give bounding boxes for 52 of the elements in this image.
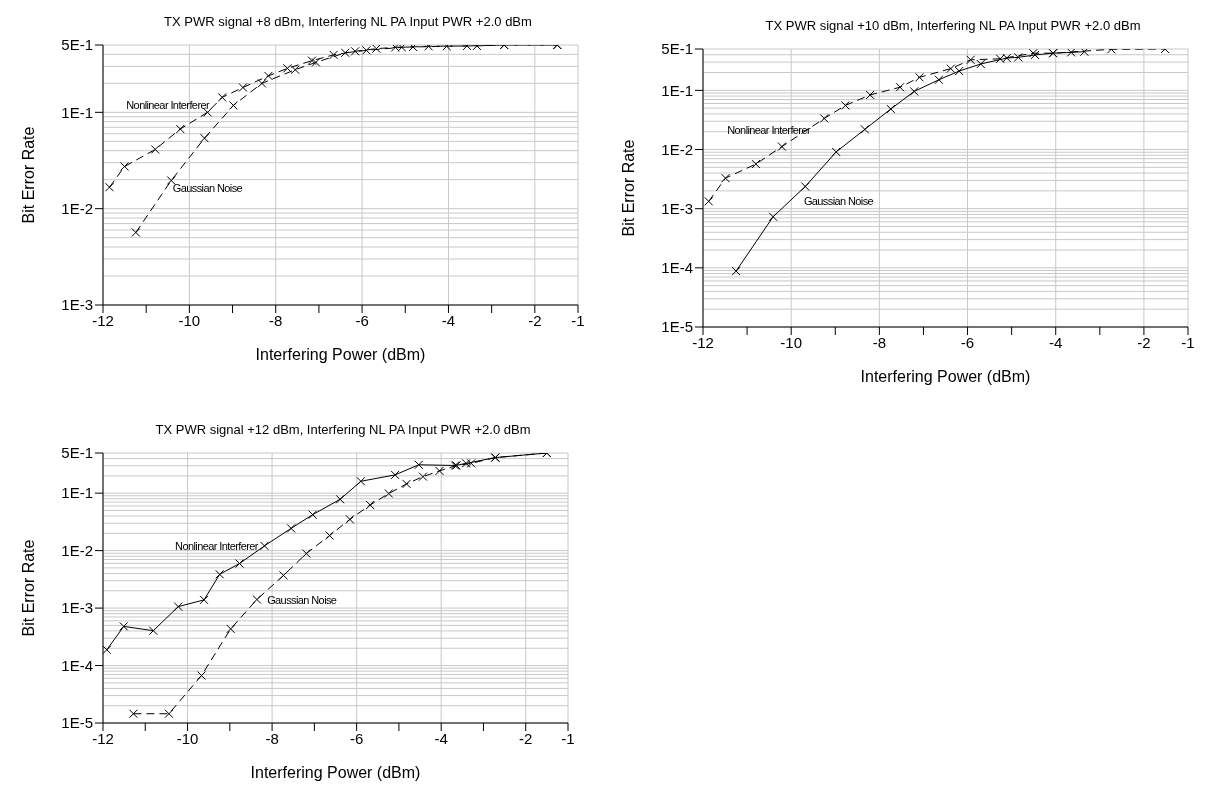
x-tick-label: -12 [692,333,714,351]
y-tick-label: 1E-3 [61,599,93,617]
x-tick-label: -1 [1181,333,1195,351]
x-tick-label: -6 [349,729,364,747]
x-axis-title: Interfering Power (dBm) [250,764,421,781]
y-tick-label: 1E-5 [61,714,93,732]
x-axis-title: Interfering Power (dBm) [860,368,1031,385]
x-tick-label: -10 [780,333,803,351]
y-tick-label: 1E-2 [61,199,93,217]
y-tick-label: 1E-4 [61,656,93,674]
chart-title: TX PWR signal +10 dBm, Interfering NL PA Input PWR +2.0 dBm [764,18,1142,33]
x-tick-label: -8 [269,311,283,329]
y-tick-label: 1E-4 [661,259,693,277]
y-tick-label: 5E-1 [61,36,93,54]
x-tick-label: -4 [1049,333,1063,351]
x-tick-label: -2 [1137,333,1151,351]
x-tick-label: -1 [561,729,575,747]
y-tick-label: 1E-1 [61,484,93,502]
x-tick-label: -12 [92,311,114,329]
x-tick-label: -8 [265,729,279,747]
x-axis-title: Interfering Power (dBm) [255,346,426,363]
x-tick-label: -6 [355,311,369,329]
x-tick-label: -10 [178,311,201,329]
y-tick-label: 1E-2 [661,140,693,158]
annotation: Gaussian Noise [172,181,243,195]
annotation: Nonlinear Interferer [126,98,210,112]
y-tick-label: 5E-1 [661,40,693,58]
y-tick-label: 1E-2 [61,541,93,559]
y-tick-label: 5E-1 [61,444,93,462]
y-axis-title: Bit Error Rate [19,126,37,224]
y-tick-label: 1E-1 [61,103,93,121]
y-tick-label: 1E-5 [661,318,693,336]
annotation: Gaussian Noise [267,593,337,607]
x-tick-label: -2 [528,311,542,329]
y-tick-label: 1E-3 [661,200,693,217]
x-tick-label: -6 [960,333,975,351]
x-tick-label: -12 [92,729,114,747]
y-tick-label: 1E-3 [61,296,93,314]
x-tick-label: -4 [441,311,456,329]
chart-title: TX PWR signal +12 dBm, Interfering NL PA Input PWR +2.0 dBm [154,422,532,437]
y-axis-title: Bit Error Rate [19,539,37,637]
x-tick-label: -8 [872,333,887,351]
annotation: Gaussian Noise [803,194,874,208]
x-tick-label: -2 [519,729,533,747]
y-tick-label: 1E-1 [661,81,693,99]
annotation: Nonlinear Interferer [727,123,811,137]
chart-title: TX PWR signal +8 dBm, Interfering NL PA Input PWR +2.0 dBm [163,14,533,29]
annotation: Nonlinear Interferer [175,539,258,553]
x-tick-label: -10 [176,729,199,747]
y-axis-title: Bit Error Rate [619,139,637,237]
x-tick-label: -1 [571,311,585,329]
x-tick-label: -4 [434,729,448,747]
